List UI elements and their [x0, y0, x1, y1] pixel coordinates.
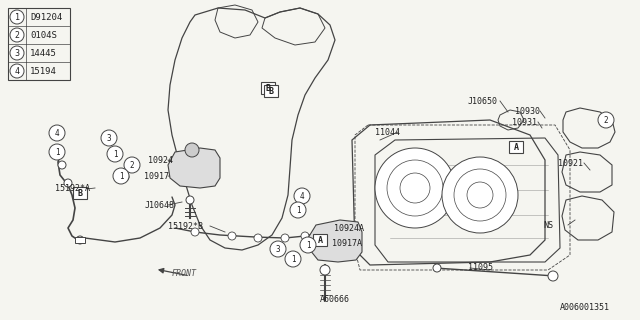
Text: 11044: 11044 — [375, 127, 400, 137]
Circle shape — [300, 237, 316, 253]
Circle shape — [442, 157, 518, 233]
Circle shape — [49, 125, 65, 141]
Text: 15192*B: 15192*B — [168, 221, 203, 230]
Text: B: B — [266, 84, 271, 92]
Circle shape — [128, 161, 136, 169]
Text: 10931: 10931 — [512, 117, 537, 126]
Circle shape — [294, 188, 310, 204]
Text: 1: 1 — [15, 12, 19, 21]
Circle shape — [101, 130, 117, 146]
Text: 15192*A: 15192*A — [55, 183, 90, 193]
Text: 4: 4 — [300, 191, 304, 201]
Text: 0104S: 0104S — [30, 30, 57, 39]
Text: 1: 1 — [113, 149, 117, 158]
Text: 3: 3 — [276, 244, 280, 253]
Circle shape — [10, 46, 24, 60]
Text: 10921: 10921 — [558, 158, 583, 167]
Circle shape — [228, 232, 236, 240]
Text: 4: 4 — [54, 129, 60, 138]
Circle shape — [49, 144, 65, 160]
Circle shape — [254, 234, 262, 242]
Text: J10648: J10648 — [145, 201, 175, 210]
Circle shape — [10, 10, 24, 24]
Circle shape — [548, 271, 558, 281]
Text: 2: 2 — [130, 161, 134, 170]
Text: 1: 1 — [306, 241, 310, 250]
Circle shape — [64, 179, 72, 187]
Text: 1: 1 — [118, 172, 124, 180]
Text: 10917: 10917 — [144, 172, 169, 180]
Circle shape — [185, 143, 199, 157]
Bar — [313, 234, 327, 246]
Text: NS: NS — [543, 220, 553, 229]
Text: J10650: J10650 — [468, 97, 498, 106]
Text: A60666: A60666 — [320, 295, 350, 305]
Polygon shape — [168, 148, 220, 188]
Bar — [73, 187, 87, 199]
Polygon shape — [308, 220, 362, 262]
Circle shape — [375, 148, 455, 228]
Bar — [8, 8, 70, 80]
Circle shape — [301, 232, 309, 240]
Text: 10924A: 10924A — [334, 223, 364, 233]
Circle shape — [281, 234, 289, 242]
Text: 1: 1 — [296, 205, 300, 214]
Text: 4: 4 — [15, 67, 19, 76]
Text: 14445: 14445 — [30, 49, 57, 58]
Text: 1: 1 — [54, 148, 60, 156]
Circle shape — [598, 112, 614, 128]
Circle shape — [270, 241, 286, 257]
Circle shape — [121, 173, 129, 181]
Circle shape — [285, 251, 301, 267]
Circle shape — [433, 264, 441, 272]
Text: 15194: 15194 — [30, 67, 57, 76]
Text: A: A — [317, 236, 323, 244]
Text: 3: 3 — [15, 49, 19, 58]
Circle shape — [58, 161, 66, 169]
Text: 1: 1 — [291, 254, 295, 263]
Circle shape — [290, 202, 306, 218]
Circle shape — [76, 236, 84, 244]
Text: 2: 2 — [15, 30, 19, 39]
Text: FRONT: FRONT — [172, 268, 197, 277]
Text: 2: 2 — [604, 116, 608, 124]
Circle shape — [124, 157, 140, 173]
Text: A: A — [513, 142, 518, 151]
Circle shape — [10, 28, 24, 42]
Text: 11095: 11095 — [468, 263, 493, 273]
Circle shape — [186, 196, 194, 204]
Bar — [75, 237, 85, 243]
Circle shape — [107, 146, 123, 162]
Text: B: B — [269, 86, 273, 95]
Text: 3: 3 — [107, 133, 111, 142]
Circle shape — [454, 169, 506, 221]
Circle shape — [387, 160, 443, 216]
Text: 10924: 10924 — [148, 156, 173, 164]
Circle shape — [54, 148, 62, 156]
Text: 10930: 10930 — [515, 107, 540, 116]
Bar — [261, 82, 275, 94]
Text: 10917A: 10917A — [332, 238, 362, 247]
Text: A006001351: A006001351 — [560, 303, 610, 313]
Circle shape — [10, 64, 24, 78]
Text: D91204: D91204 — [30, 12, 62, 21]
Circle shape — [113, 168, 129, 184]
Bar — [264, 85, 278, 97]
Circle shape — [191, 228, 199, 236]
Circle shape — [320, 265, 330, 275]
Bar — [509, 141, 523, 153]
Text: B: B — [77, 188, 83, 197]
